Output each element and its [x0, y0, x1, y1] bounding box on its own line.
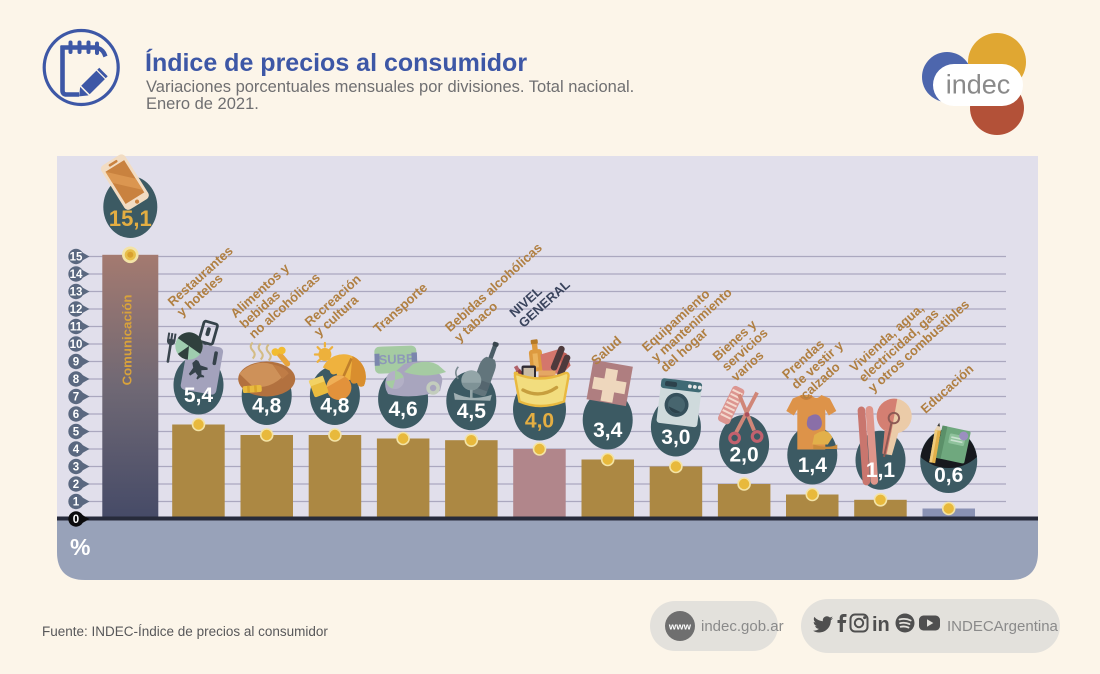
svg-text:SUBE: SUBE	[378, 351, 415, 367]
svg-text:15: 15	[70, 252, 83, 264]
svg-text:1,1: 1,1	[866, 459, 896, 482]
svg-text:14: 14	[70, 269, 83, 281]
svg-text:11: 11	[70, 322, 83, 334]
svg-text:1,4: 1,4	[798, 454, 828, 477]
svg-text:Variaciones porcentuales mensu: Variaciones porcentuales mensuales por d…	[146, 78, 634, 96]
svg-text:Enero de 2021.: Enero de 2021.	[146, 95, 259, 113]
svg-text:2,0: 2,0	[729, 444, 758, 467]
svg-text:%: %	[70, 534, 90, 560]
svg-text:0: 0	[73, 514, 79, 526]
svg-text:1: 1	[73, 497, 80, 509]
svg-text:Fuente: INDEC-Índice de precio: Fuente: INDEC-Índice de precios al consu…	[42, 624, 328, 639]
svg-text:indec: indec	[946, 70, 1011, 100]
svg-text:9: 9	[73, 357, 79, 369]
svg-text:INDECArgentina: INDECArgentina	[947, 618, 1059, 635]
svg-text:3,0: 3,0	[661, 426, 690, 449]
svg-text:13: 13	[70, 287, 83, 299]
svg-text:Comunicación: Comunicación	[120, 295, 135, 386]
svg-text:6: 6	[73, 409, 79, 421]
svg-text:4: 4	[73, 444, 80, 456]
svg-text:4,8: 4,8	[320, 395, 350, 418]
svg-text:0,6: 0,6	[934, 464, 963, 487]
svg-text:5,4: 5,4	[184, 384, 214, 407]
svg-text:in: in	[872, 614, 890, 636]
svg-text:4,6: 4,6	[388, 398, 417, 421]
svg-text:15,1: 15,1	[109, 206, 152, 231]
svg-text:3: 3	[73, 462, 79, 474]
svg-text:Índice de precios al consumido: Índice de precios al consumidor	[145, 48, 527, 77]
svg-text:8: 8	[73, 374, 80, 386]
svg-text:4,0: 4,0	[525, 410, 554, 433]
svg-text:4,5: 4,5	[457, 400, 487, 423]
svg-text:7: 7	[73, 392, 79, 404]
svg-text:4,8: 4,8	[252, 395, 282, 418]
svg-text:10: 10	[70, 339, 83, 351]
svg-text:12: 12	[70, 304, 83, 316]
svg-text:www: www	[668, 622, 692, 633]
svg-text:5: 5	[73, 427, 80, 439]
svg-text:3,4: 3,4	[593, 419, 623, 442]
svg-text:indec.gob.ar: indec.gob.ar	[701, 618, 784, 635]
svg-text:2: 2	[73, 479, 79, 491]
